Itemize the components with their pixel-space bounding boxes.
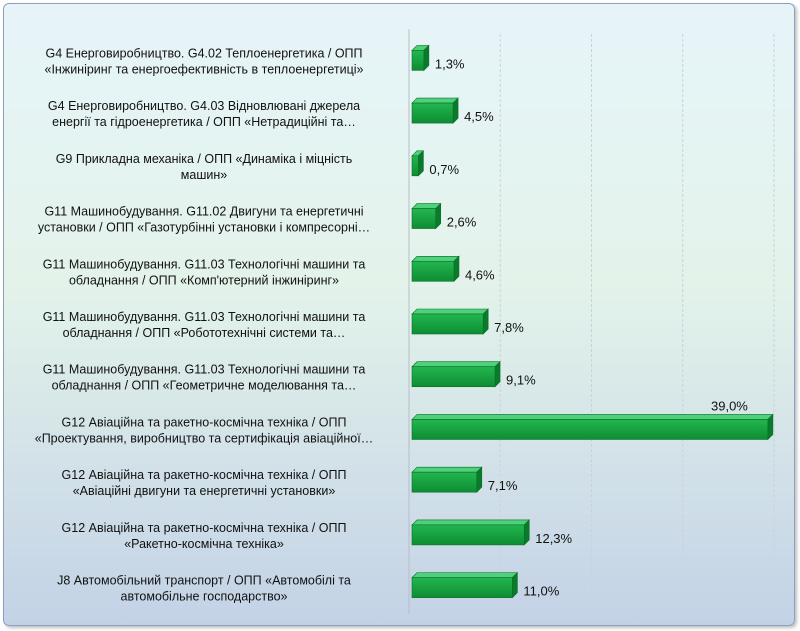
bar[interactable] (411, 313, 484, 335)
category-label: «Інжиніринг та енергоефективність в тепл… (45, 62, 364, 76)
category-label: G11 Машинобудування. G11.03 Технологічні… (43, 310, 366, 324)
bar[interactable] (411, 102, 454, 124)
bar[interactable] (411, 419, 769, 440)
bar-top-face (411, 255, 460, 262)
category-label: автомобільне господарство» (121, 590, 288, 604)
category-label: G12 Авіаційна та ракетно-космічна технік… (62, 468, 347, 482)
data-label: 4,5% (464, 109, 494, 124)
category-label: обладнання / ОПП «Геометричне моделюванн… (52, 379, 357, 393)
data-label: 39,0% (711, 398, 748, 413)
data-label: 7,8% (494, 320, 524, 335)
category-label: G12 Авіаційна та ракетно-космічна технік… (62, 521, 347, 535)
bar-top-face (411, 308, 489, 315)
category-label: енергії та гідроенергетика / ОПП «Нетрад… (52, 115, 356, 129)
category-label: J8 Автомобільний транспорт / ОПП «Автомо… (57, 574, 351, 588)
bar-top-face (411, 519, 530, 526)
bar[interactable] (411, 366, 496, 388)
bar-top-face (411, 466, 483, 473)
category-label: машин» (181, 168, 227, 182)
bar-top-face (411, 361, 501, 368)
bar-top-face (411, 414, 774, 420)
gridlines (499, 34, 775, 614)
bar[interactable] (411, 50, 425, 71)
category-label: «Проектування, виробництво та сертифікац… (35, 431, 373, 445)
bar-chart: 1,3% G4 Енерговиробництво. G4.02 Теплоене… (35, 29, 775, 614)
category-label: G12 Авіаційна та ракетно-космічна технік… (62, 415, 347, 429)
data-label: 0,7% (429, 162, 459, 177)
bar[interactable] (411, 260, 455, 282)
data-label: 9,1% (506, 373, 536, 388)
data-label: 7,1% (488, 478, 518, 493)
category-label: G11 Машинобудування. G11.02 Двигуни та е… (44, 205, 363, 219)
chart-frame: 1,3% G4 Енерговиробництво. G4.02 Теплоене… (3, 3, 795, 626)
data-label: 11,0% (523, 584, 559, 599)
bar-top-face (411, 97, 459, 104)
category-label: обладнання / ОПП «Робототехнічні системи… (63, 326, 346, 340)
data-label: 4,6% (465, 267, 495, 282)
bar-top-face (411, 572, 519, 578)
category-label: G4 Енерговиробництво. G4.02 Теплоенергет… (45, 46, 362, 60)
category-label: установки / ОПП «Газотурбінні установки … (38, 221, 370, 235)
category-label: G4 Енерговиробництво. G4.03 Відновлювані… (48, 99, 360, 113)
category-label: G9 Прикладна механіка / ОПП «Динаміка і … (56, 152, 353, 166)
bar[interactable] (411, 208, 437, 229)
category-label: G11 Машинобудування. G11.03 Технологічні… (43, 257, 366, 271)
bar[interactable] (411, 471, 478, 493)
bar[interactable] (411, 155, 419, 177)
category-label: G11 Машинобудування. G11.03 Технологічні… (43, 363, 366, 377)
data-label: 2,6% (447, 215, 477, 230)
category-label: «Авіаційні двигуни та енергетичні устано… (73, 484, 336, 498)
bar[interactable] (411, 524, 525, 546)
data-label: 1,3% (435, 56, 465, 71)
bar[interactable] (411, 577, 513, 598)
category-label: «Ракетно-космічна техніка» (124, 537, 284, 551)
data-label: 12,3% (535, 531, 572, 546)
category-label: обладнання / ОПП «Комп'ютерний інжинірин… (69, 273, 339, 287)
